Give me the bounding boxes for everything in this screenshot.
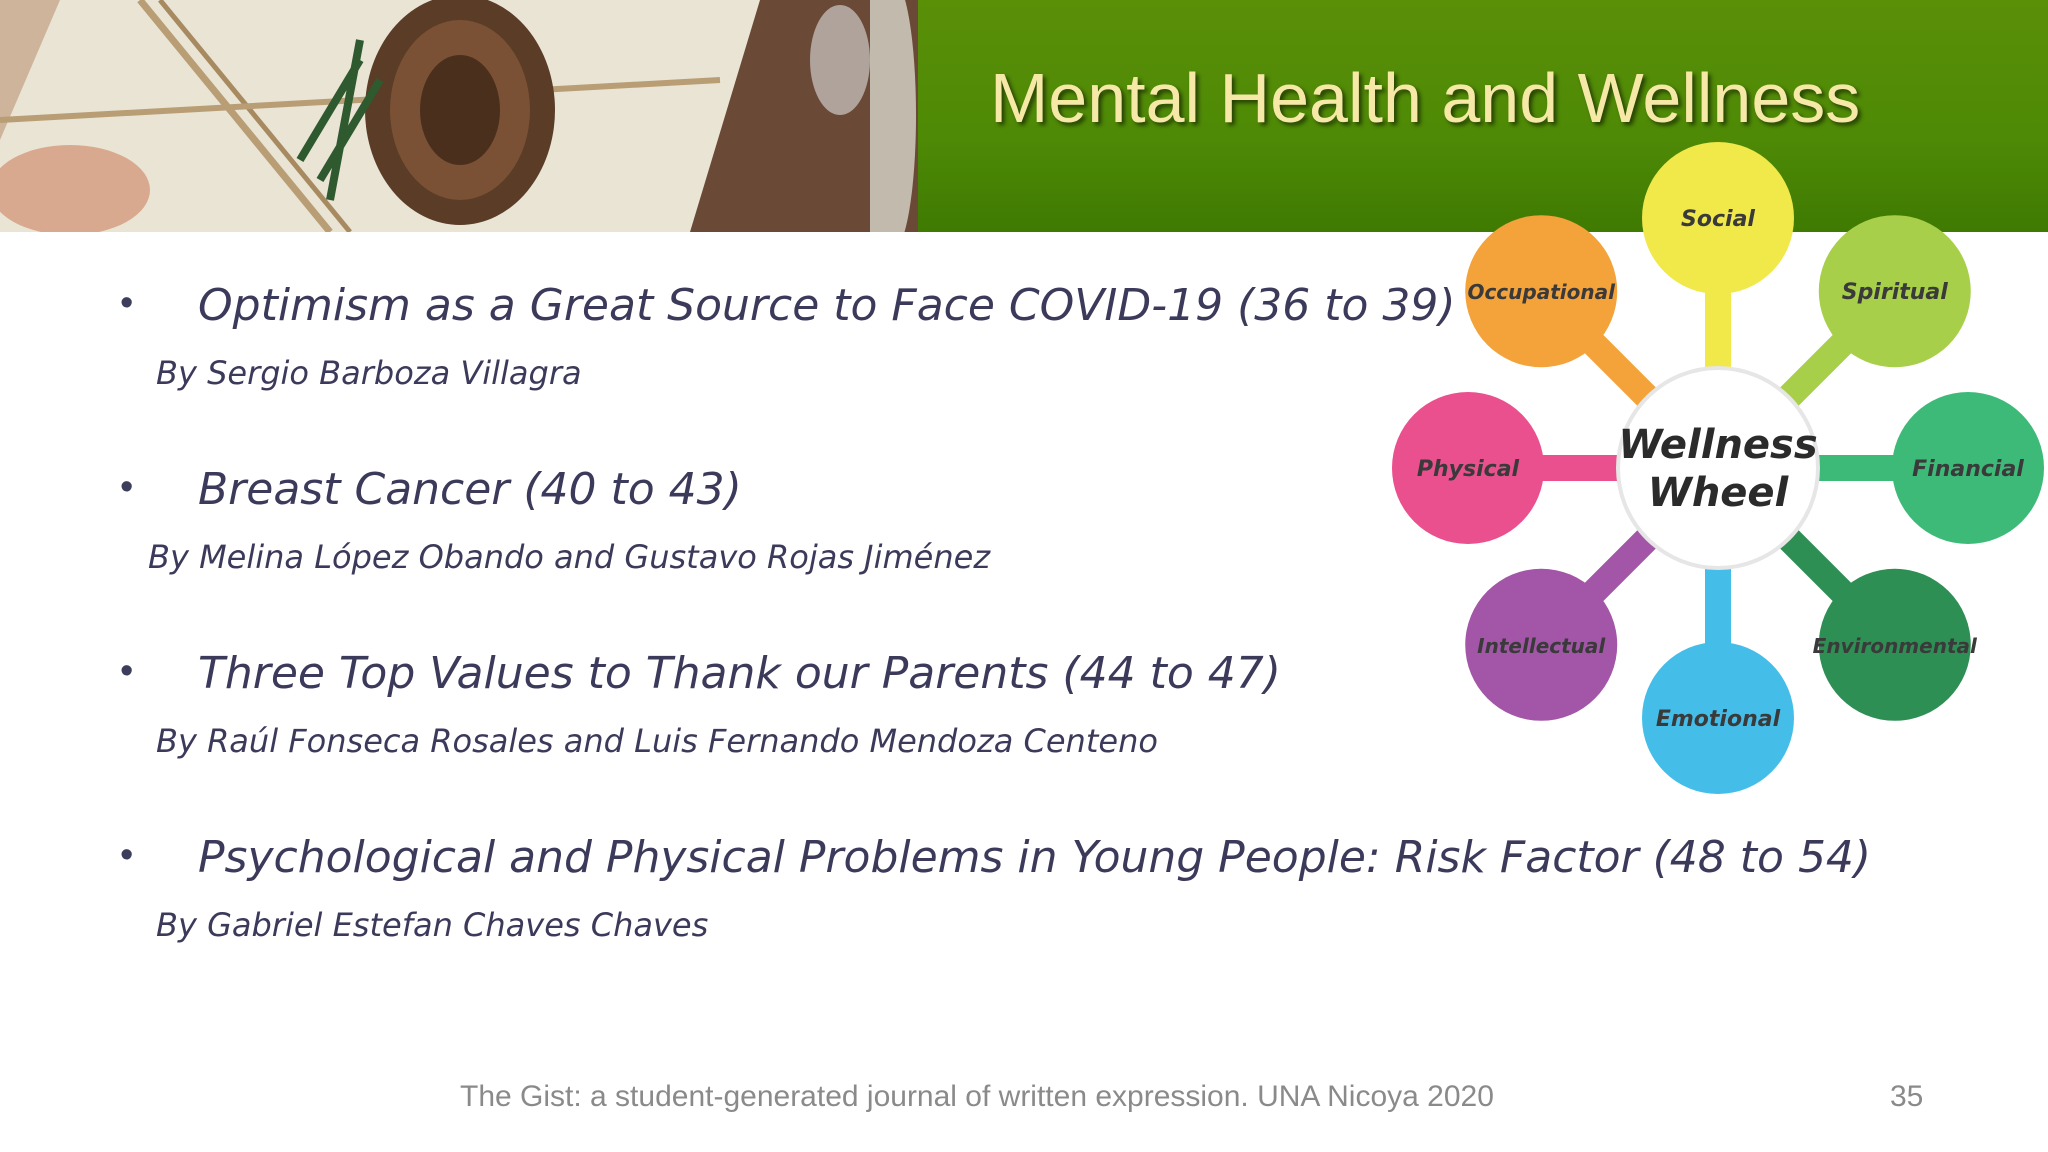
bullet: •: [120, 834, 134, 876]
wheel-center-line2: Wheel: [1648, 470, 1790, 516]
petal-social: [1642, 142, 1794, 294]
article-author: By Gabriel Estefan Chaves Chaves: [156, 906, 709, 944]
article-title: Three Top Values to Thank our Parents (4…: [198, 648, 1281, 699]
petal-label: Emotional: [1656, 707, 1781, 732]
article-author: By Raúl Fonseca Rosales and Luis Fernand…: [156, 722, 1158, 760]
petal-label: Intellectual: [1477, 634, 1606, 658]
photo-frame-edge: [870, 0, 916, 232]
petal-physical: [1392, 392, 1544, 544]
petal-label: Occupational: [1467, 280, 1616, 304]
petal-label: Environmental: [1813, 634, 1978, 658]
petal-financial: [1892, 392, 2044, 544]
article-author: By Melina López Obando and Gustavo Rojas…: [148, 538, 991, 576]
bullet: •: [120, 650, 134, 692]
footer-text: The Gist: a student-generated journal of…: [460, 1080, 1494, 1113]
page-number: 35: [1890, 1080, 1924, 1113]
article-title: Optimism as a Great Source to Face COVID…: [198, 280, 1456, 331]
slide-title: Mental Health and Wellness: [990, 59, 1861, 137]
bullet: •: [120, 282, 134, 324]
petal-intellectual: [1465, 568, 1618, 721]
wheel-center: [1616, 366, 1820, 570]
petal-occupational: [1465, 215, 1618, 368]
petal-environmental: [1818, 568, 1971, 721]
petal-label: Physical: [1417, 457, 1520, 482]
petal-label: Social: [1681, 207, 1755, 232]
wellness-wheel: Social Spiritual Financial Environmental Emo…: [1392, 142, 2044, 794]
petal-label: Spiritual: [1842, 280, 1949, 305]
petal-label: Financial: [1912, 457, 2024, 482]
pinecone-gift-image: [0, 0, 918, 232]
header-photo: [0, 0, 918, 232]
article-author: By Sergio Barboza Villagra: [156, 354, 582, 392]
article-title: Psychological and Physical Problems in Y…: [198, 832, 1872, 883]
petal-emotional: [1642, 642, 1794, 794]
wheel-petals: Social Spiritual Financial Environmental Emo…: [1392, 142, 2044, 794]
article-title: Breast Cancer (40 to 43): [198, 464, 742, 515]
petal-spiritual: [1818, 215, 1971, 368]
wheel-center-line1: Wellness: [1618, 422, 1817, 468]
bullet: •: [120, 466, 134, 508]
